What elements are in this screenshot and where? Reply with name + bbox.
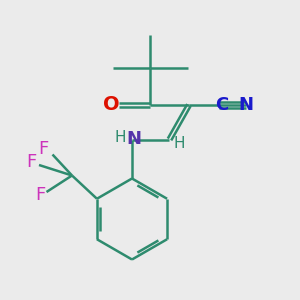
Text: F: F (35, 186, 46, 204)
Text: C: C (215, 96, 229, 114)
Text: O: O (103, 95, 119, 115)
Text: F: F (38, 140, 49, 158)
Text: N: N (126, 130, 141, 148)
Text: N: N (238, 96, 253, 114)
Text: H: H (173, 136, 185, 152)
Text: H: H (115, 130, 126, 146)
Text: F: F (26, 153, 37, 171)
